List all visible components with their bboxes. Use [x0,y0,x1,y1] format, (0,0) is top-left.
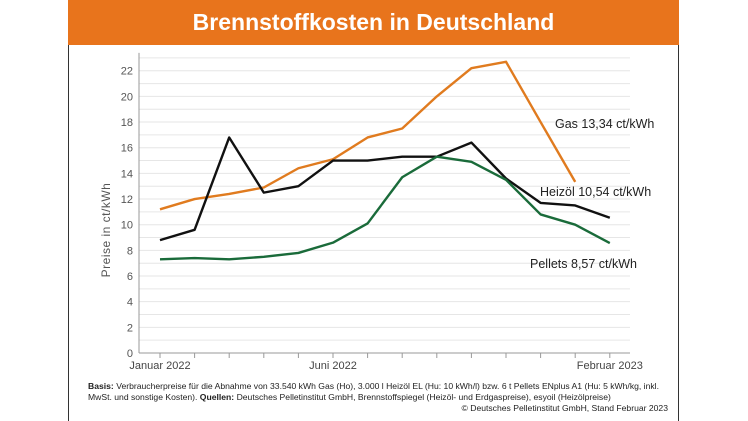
sources-label: Quellen: [199,392,235,402]
axes: 0 2 4 6 8 10 12 14 16 18 20 22 Januar 2022 Juni 2022 F… [121,52,643,372]
chart-frame [68,0,679,421]
y-tick-label: 16 [121,143,133,155]
x-tick-label: Januar 2022 [129,360,190,372]
y-tick-label: 18 [121,117,133,129]
y-tick-label: 10 [121,220,133,232]
gridlines [139,57,630,341]
sources-text: Deutsches Pelletinstitut GmbH, Brennstof… [236,392,611,402]
series-label-gas: Gas 13,34 ct/kWh [555,117,654,131]
y-tick-label: 22 [121,66,133,78]
x-tick-label: Februar 2023 [577,360,643,372]
y-tick-label: 20 [121,91,133,103]
series-labels: Gas 13,34 ct/kWh Heizöl 10,54 ct/kWh Pelle… [530,117,654,271]
y-tick-label: 4 [127,297,133,309]
y-tick-label: 6 [127,271,133,283]
y-tick-label: 12 [121,194,133,206]
basis-label: Basis: [88,381,114,391]
basis-text: Verbraucherpreise für die Abnahme von 33… [88,381,659,402]
y-tick-label: 0 [127,348,133,360]
y-tick-label: 8 [127,245,133,257]
y-axis-label: Preise in ct/kWh [99,183,113,278]
chart-title: Brennstoffkosten in Deutschland [68,0,679,45]
y-tick-label: 2 [127,322,133,334]
series-label-pellets: Pellets 8,57 ct/kWh [530,257,637,271]
series-line-pellets [159,155,611,261]
series-lines [159,60,611,261]
series-label-heizöl: Heizöl 10,54 ct/kWh [540,185,651,199]
footnote: Basis: Verbraucherpreise für die Abnahme… [88,381,668,414]
x-tick-label: Juni 2022 [309,360,357,372]
copyright: © Deutsches Pelletinstitut GmbH, Stand F… [461,403,668,413]
y-tick-label: 14 [121,168,133,180]
series-line-heizöl [159,136,611,242]
